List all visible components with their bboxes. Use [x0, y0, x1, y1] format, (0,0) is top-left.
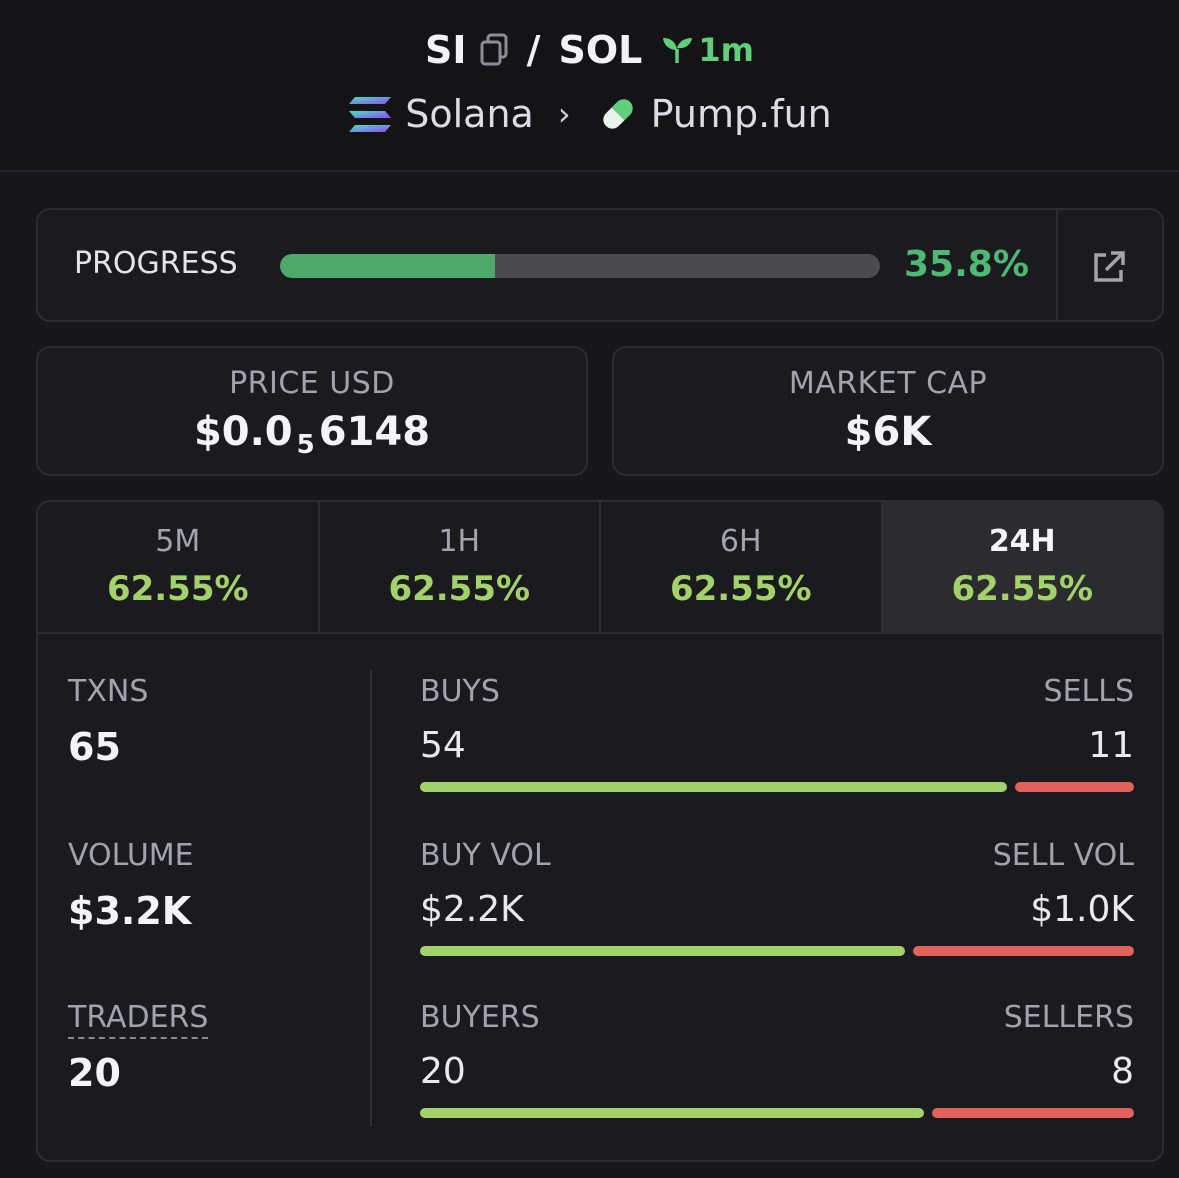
sells-value: 11: [1088, 725, 1134, 766]
tab-change: 62.55%: [106, 569, 249, 609]
progress-fill: [280, 254, 495, 278]
sprout-icon: [663, 38, 693, 63]
traders-label[interactable]: TRADERS: [68, 1000, 209, 1039]
timeframe-tabs: 5M 62.55% 1H 62.55% 6H 62.55% 24H 62.55%: [38, 502, 1162, 634]
market-cap-value: $6K: [844, 409, 932, 455]
sell-vol-value: $1.0K: [1030, 889, 1134, 930]
buy-vol-value: $2.2K: [420, 889, 524, 930]
pair-age-value: 1m: [698, 31, 754, 69]
buy-portion: [420, 946, 906, 956]
dex-link[interactable]: Pump.fun: [650, 92, 832, 136]
tab-1h[interactable]: 1H 62.55%: [320, 502, 601, 632]
bonding-progress-panel: PROGRESS 35.8%: [36, 208, 1164, 322]
chain-link[interactable]: Solana: [405, 92, 534, 136]
tab-change: 62.55%: [669, 569, 812, 609]
copy-icon[interactable]: [479, 33, 509, 67]
chevron-right-icon: ›: [557, 95, 571, 133]
buy-portion: [420, 782, 1007, 792]
sellers-value: 8: [1111, 1051, 1134, 1092]
progress-label: PROGRESS: [74, 246, 238, 281]
sell-portion: [913, 946, 1134, 956]
price-prefix: $0.0: [193, 409, 293, 455]
pair-separator: /: [526, 28, 541, 72]
sell-portion: [932, 1108, 1134, 1118]
price-label: PRICE USD: [229, 366, 395, 401]
buy-sell-volume-bar: [420, 946, 1134, 956]
txns-value: 65: [68, 725, 121, 769]
solana-icon: [347, 94, 393, 134]
quote-symbol: SOL: [558, 28, 643, 72]
buyers-value: 20: [420, 1051, 466, 1092]
trade-stats-panel: 5M 62.55% 1H 62.55% 6H 62.55% 24H 62.55%…: [36, 500, 1164, 1162]
txns-breakdown: BUYS SELLS 54 11: [420, 674, 1134, 792]
buy-vol-label: BUY VOL: [420, 838, 551, 873]
tab-label: 24H: [988, 524, 1056, 559]
sell-portion: [1014, 782, 1134, 792]
pill-icon: [597, 93, 639, 135]
volume-value: $3.2K: [68, 889, 192, 933]
traders-value: 20: [68, 1051, 121, 1095]
tab-label: 1H: [438, 524, 481, 559]
traders-breakdown: BUYERS SELLERS 20 8: [420, 1000, 1134, 1118]
tab-change: 62.55%: [951, 569, 1094, 609]
volume-breakdown: BUY VOL SELL VOL $2.2K $1.0K: [420, 838, 1134, 956]
pair-age: 1m: [660, 31, 754, 69]
tab-label: 5M: [155, 524, 201, 559]
pair-title: SI / SOL 1m: [0, 28, 1179, 72]
txns-metric: TXNS 65: [68, 674, 148, 769]
sells-label: SELLS: [1043, 674, 1134, 709]
buys-value: 54: [420, 725, 466, 766]
tab-change: 62.55%: [388, 569, 531, 609]
column-divider: [370, 670, 372, 1126]
tab-6h[interactable]: 6H 62.55%: [601, 502, 883, 632]
price-zero-count: 5: [296, 430, 315, 460]
tab-label: 6H: [719, 524, 762, 559]
txns-label: TXNS: [68, 674, 149, 709]
sellers-label: SELLERS: [1003, 1000, 1134, 1035]
market-cap-card: MARKET CAP $6K: [612, 346, 1164, 476]
price-usd-card: PRICE USD $0.0 5 6148: [36, 346, 588, 476]
volume-metric: VOLUME $3.2K: [68, 838, 194, 933]
buyers-label: BUYERS: [420, 1000, 540, 1035]
external-link-icon: [1094, 251, 1125, 282]
buyers-sellers-bar: [420, 1108, 1134, 1118]
progress-percent: 35.8%: [904, 244, 1029, 285]
pair-header: SI / SOL 1m: [0, 0, 1179, 172]
breadcrumb: Solana › Pump.fun: [0, 92, 1179, 136]
buy-sell-ratio-bar: [420, 782, 1134, 792]
buy-portion: [420, 1108, 925, 1118]
external-link-button[interactable]: [1090, 248, 1128, 286]
sell-vol-label: SELL VOL: [992, 838, 1134, 873]
price-digits: 6148: [318, 409, 431, 455]
divider: [1056, 210, 1058, 320]
buys-label: BUYS: [420, 674, 500, 709]
tab-5m[interactable]: 5M 62.55%: [38, 502, 320, 632]
progress-track: [280, 254, 880, 278]
price-value: $0.0 5 6148: [38, 409, 586, 460]
tab-24h[interactable]: 24H 62.55%: [882, 502, 1162, 632]
base-symbol: SI: [425, 28, 467, 72]
volume-label: VOLUME: [68, 838, 194, 873]
market-cap-label: MARKET CAP: [788, 366, 988, 401]
traders-metric: TRADERS 20: [68, 1000, 209, 1095]
